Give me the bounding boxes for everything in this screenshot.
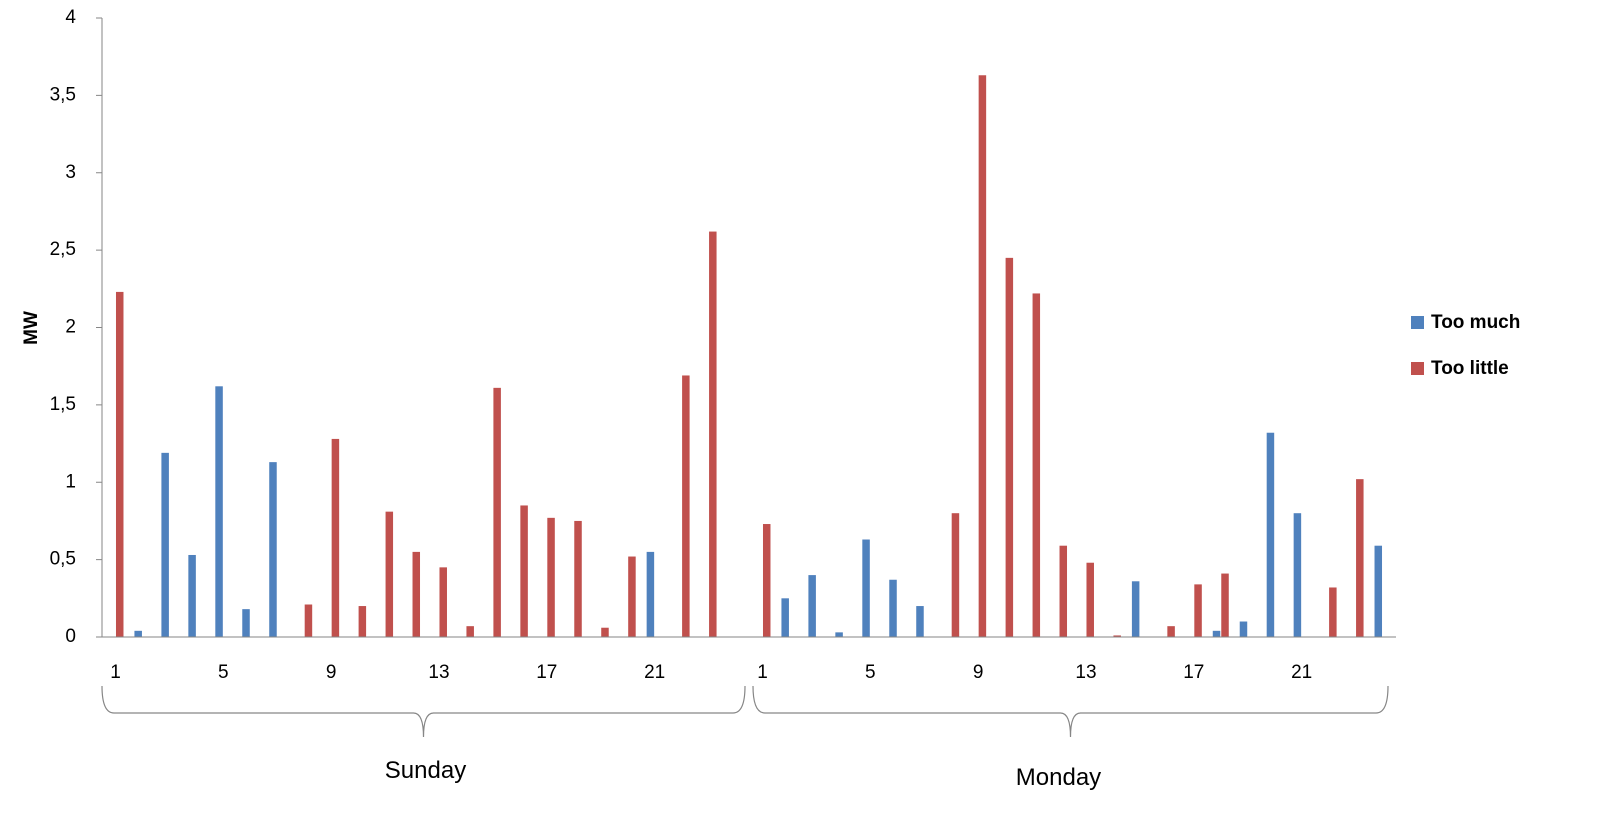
group-label-monday: Monday bbox=[1016, 764, 1101, 791]
bar-too-little bbox=[762, 524, 771, 637]
bar-too-little bbox=[709, 231, 717, 637]
bar-too-little bbox=[574, 520, 582, 637]
group-label-sunday: Sunday bbox=[385, 757, 466, 784]
bar-too-much bbox=[1239, 621, 1248, 637]
x-tick-label: 9 bbox=[326, 662, 337, 683]
x-tick-label: 13 bbox=[428, 662, 449, 683]
bar-too-little bbox=[1032, 293, 1041, 637]
legend: Too much Too little bbox=[1411, 312, 1520, 379]
bar-too-much bbox=[269, 462, 277, 637]
x-tick-label: 5 bbox=[218, 662, 229, 683]
y-tick-label: 4 bbox=[65, 7, 76, 28]
bar-too-much bbox=[889, 579, 897, 637]
bar-too-little bbox=[547, 517, 555, 637]
x-tick-label: 17 bbox=[536, 662, 557, 683]
bar-too-much bbox=[161, 452, 169, 637]
bar-too-little bbox=[358, 606, 367, 637]
x-tick-label: 13 bbox=[1075, 662, 1096, 683]
group-brace bbox=[101, 685, 746, 738]
group-brace bbox=[752, 685, 1389, 738]
x-tick-label: 5 bbox=[865, 662, 876, 683]
bar-too-little bbox=[1329, 587, 1337, 637]
x-tick-label: 17 bbox=[1183, 662, 1204, 683]
x-tick-label: 21 bbox=[644, 662, 665, 683]
bar-too-little bbox=[1356, 479, 1364, 637]
x-tick-label: 1 bbox=[110, 662, 121, 683]
y-tick-label: 0 bbox=[65, 626, 76, 647]
y-axis-layer: 0 0,5 1 1,5 2 2,5 3 3,5 4 bbox=[50, 7, 103, 647]
bar-too-much bbox=[646, 551, 655, 637]
bar-too-little bbox=[412, 551, 421, 637]
bar-too-much bbox=[916, 606, 924, 637]
bar-too-little bbox=[1194, 584, 1202, 637]
y-tick-label: 1,5 bbox=[50, 394, 76, 415]
y-tick-label: 2 bbox=[65, 317, 76, 338]
y-axis-label: MW bbox=[21, 311, 42, 345]
bar-too-little bbox=[439, 567, 447, 637]
y-tick-label: 0,5 bbox=[50, 549, 76, 570]
y-tick-label: 1 bbox=[65, 471, 76, 492]
y-tick-label: 2,5 bbox=[50, 239, 76, 260]
bar-too-little bbox=[1086, 562, 1094, 637]
bar-too-much bbox=[835, 632, 843, 637]
bar-too-much bbox=[1374, 545, 1383, 637]
bar-too-little bbox=[1059, 545, 1068, 637]
bar-too-much bbox=[1293, 513, 1302, 637]
x-tick-label: 9 bbox=[973, 662, 984, 683]
bar-too-little bbox=[493, 387, 501, 637]
legend-label: Too much bbox=[1431, 312, 1520, 333]
bar-too-much bbox=[134, 630, 142, 637]
bar-too-little bbox=[601, 627, 609, 637]
bar-too-little bbox=[385, 511, 394, 637]
bar-too-much bbox=[215, 386, 223, 637]
bar-too-much bbox=[781, 598, 789, 637]
x-tick-label: 21 bbox=[1291, 662, 1312, 683]
bar-too-much bbox=[1131, 581, 1140, 637]
bar-too-little bbox=[331, 438, 340, 637]
legend-swatch bbox=[1411, 316, 1424, 329]
bar-too-much bbox=[188, 554, 196, 637]
bars-layer bbox=[115, 75, 1383, 637]
bar-too-little bbox=[466, 626, 474, 637]
bar-too-little bbox=[304, 604, 313, 637]
bar-too-little bbox=[1005, 257, 1014, 637]
bar-too-much bbox=[242, 609, 250, 637]
bar-too-little bbox=[682, 375, 690, 637]
bar-too-much bbox=[1212, 630, 1221, 637]
bar-too-much bbox=[1266, 432, 1275, 637]
legend-label: Too little bbox=[1431, 358, 1509, 379]
y-tick-label: 3 bbox=[65, 162, 76, 183]
bar-too-little bbox=[978, 75, 987, 637]
bar-too-little bbox=[951, 513, 960, 637]
bar-too-little bbox=[1113, 635, 1121, 637]
bar-too-little bbox=[115, 291, 124, 637]
y-tick-label: 3,5 bbox=[50, 84, 76, 105]
x-tick-label: 1 bbox=[757, 662, 768, 683]
x-axis-layer: 1 5 9 13 17 21 Sunday 1 5 9 13 17 21 Monday bbox=[101, 636, 1396, 791]
bar-too-little bbox=[1167, 626, 1175, 637]
legend-swatch bbox=[1411, 362, 1424, 375]
bar-too-much bbox=[862, 539, 870, 637]
bar-too-little bbox=[520, 505, 528, 637]
bar-too-little bbox=[1221, 573, 1229, 637]
bar-too-little bbox=[628, 556, 636, 637]
bar-too-much bbox=[808, 575, 816, 637]
